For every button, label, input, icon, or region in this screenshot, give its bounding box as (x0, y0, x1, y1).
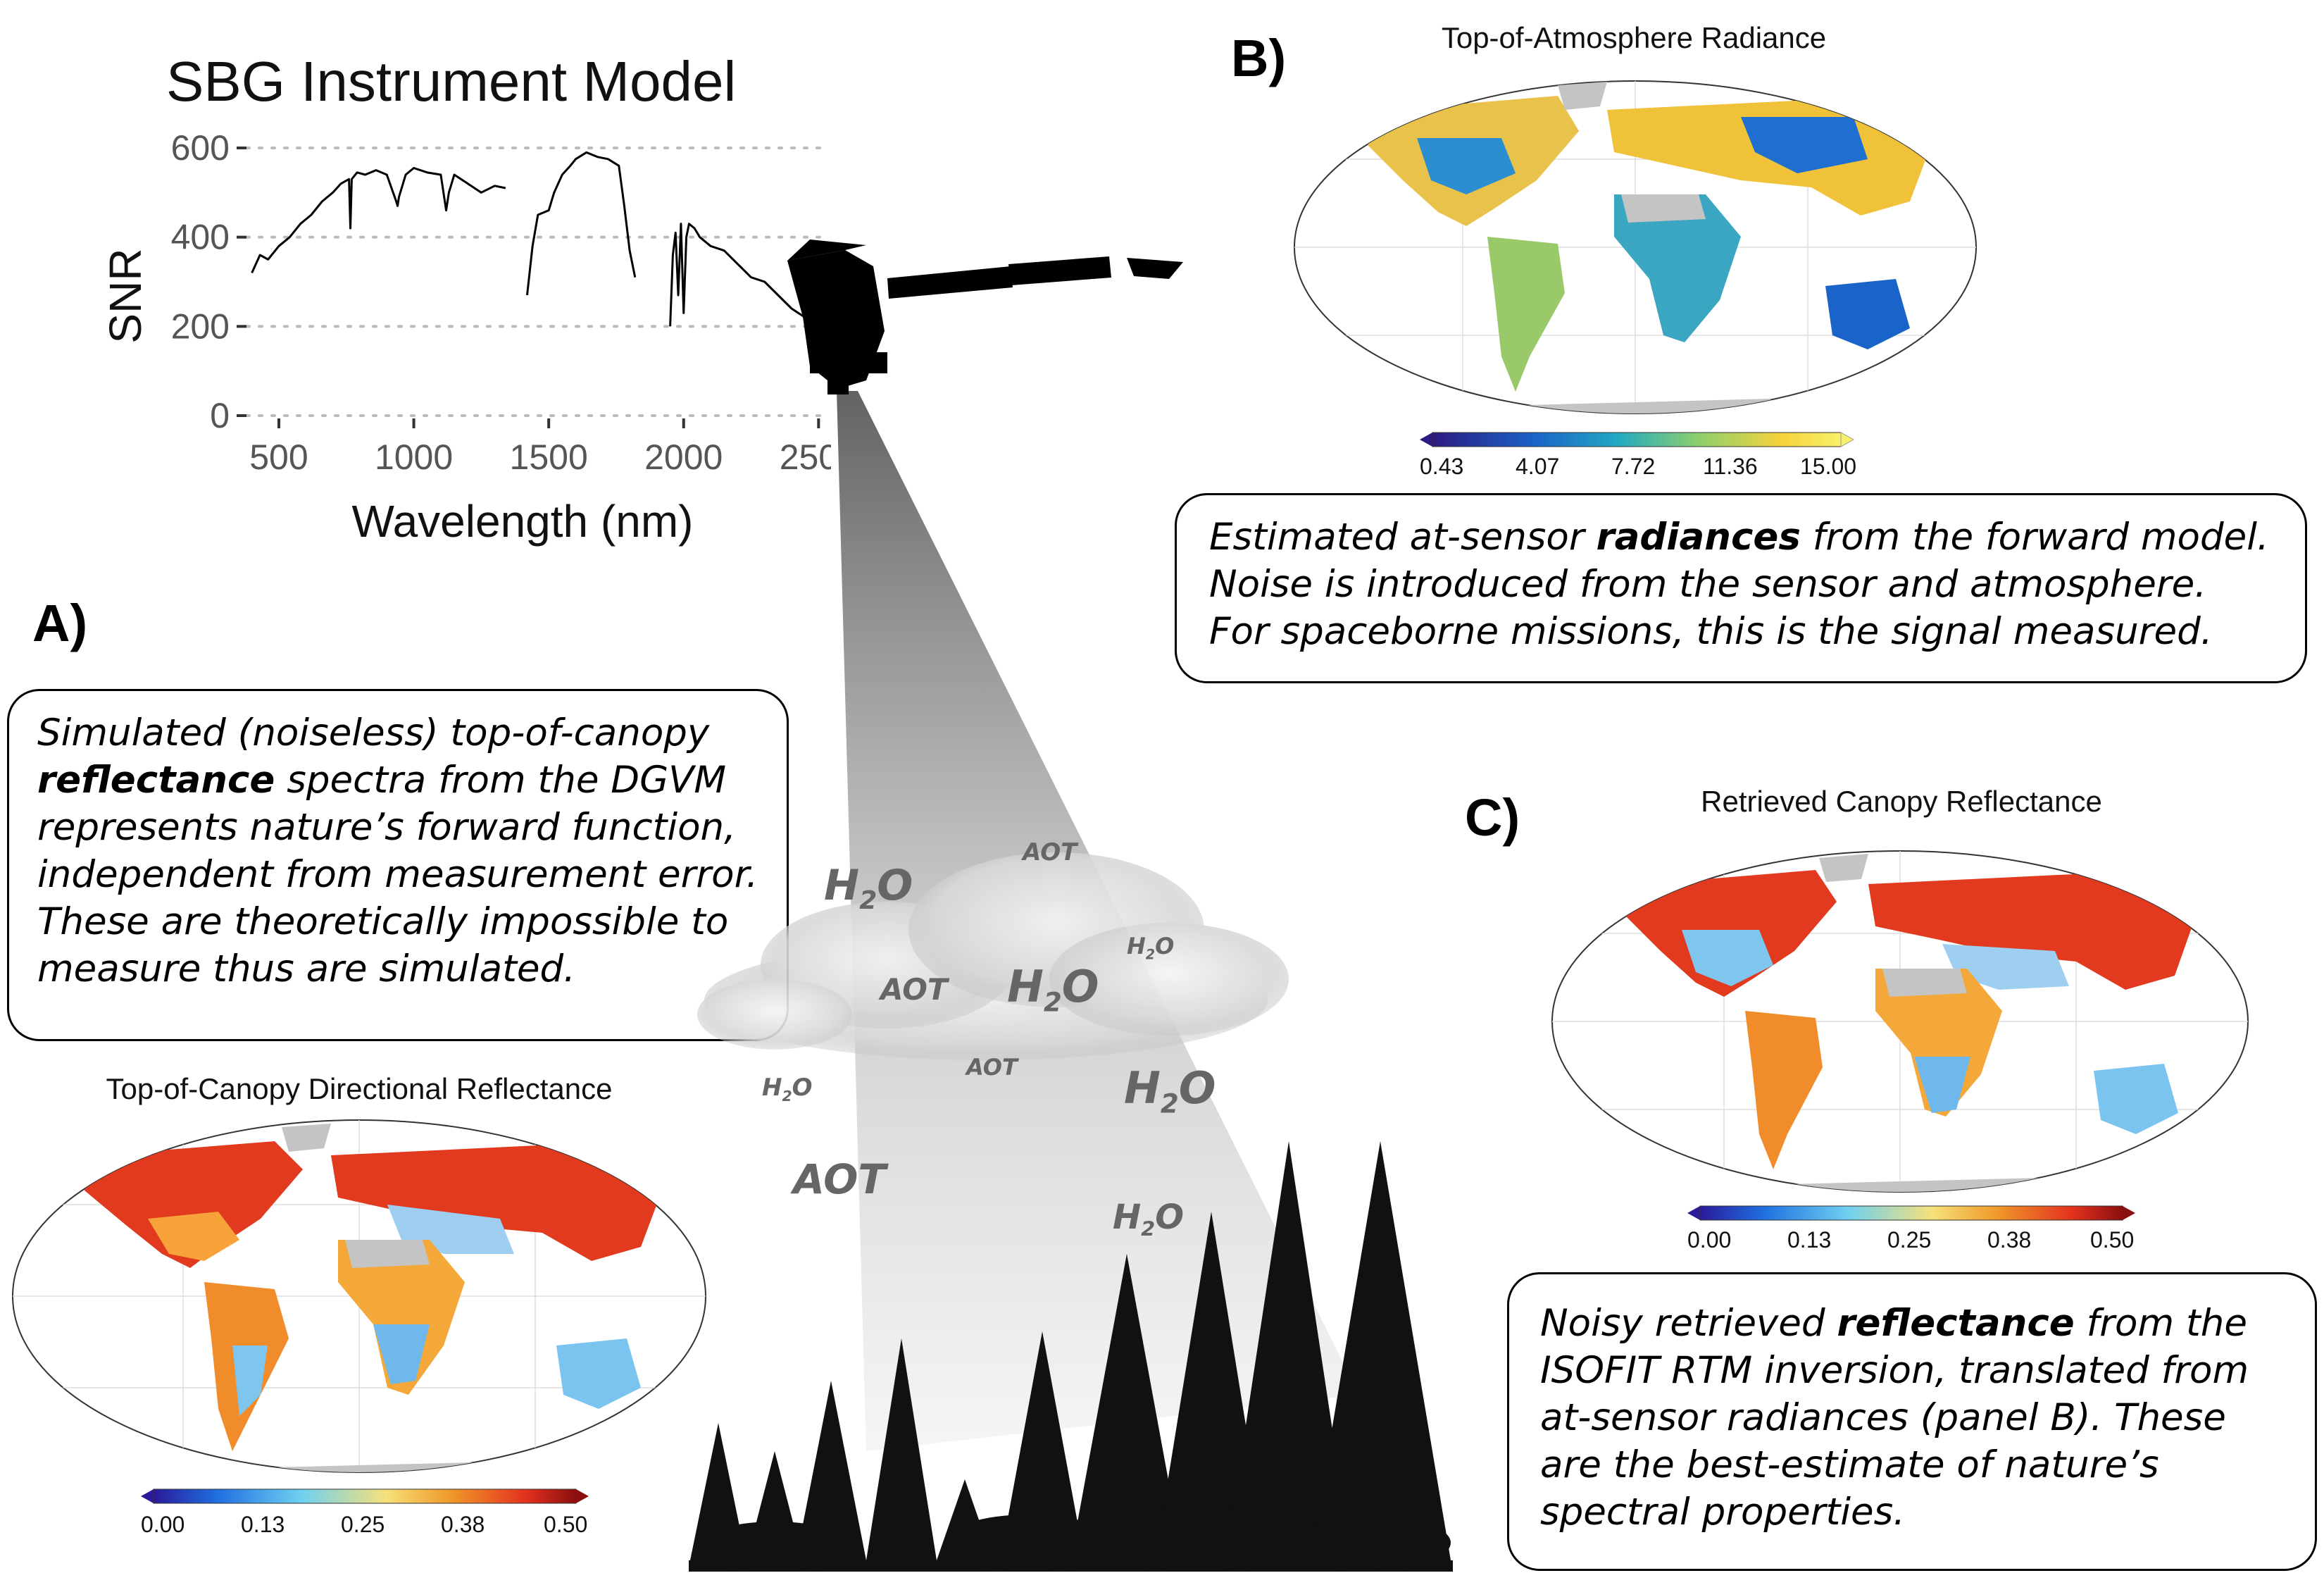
panel-b-map-title: Top-of-Atmosphere Radiance (1441, 21, 1827, 54)
north-america (85, 1141, 303, 1268)
continents (1368, 82, 1931, 414)
callout-text: from the ISOFIT RTM inversion, translate… (1540, 1302, 2249, 1534)
colorbar-tick: 15.00 (1800, 454, 1857, 479)
eurasia (1868, 870, 2196, 990)
colorbar-tick: 0.00 (141, 1512, 185, 1537)
africa (1875, 969, 2002, 1117)
panel-b-callout: Estimated at-sensor radiances from the f… (1175, 493, 2307, 683)
colorbar-tick: 0.13 (1787, 1227, 1832, 1253)
cloud (697, 852, 1289, 1060)
panel-c-colorbar (1687, 1205, 2135, 1221)
aot-label: AOT (1023, 838, 1077, 866)
south-america (1745, 1011, 1823, 1169)
callout-keyword: reflectance (37, 759, 275, 802)
x-axis-ticks: 500 1000 1500 2000 2500 (249, 418, 831, 477)
panel-c-map (1551, 850, 2249, 1193)
h2o-label: H2O (1127, 933, 1175, 963)
x-tick-label: 1000 (375, 437, 453, 477)
y-tick-label: 0 (210, 396, 230, 435)
greenland (1819, 854, 1868, 882)
antarctica (1724, 1178, 2083, 1192)
callout-text: Noisy retrieved (1540, 1302, 1837, 1345)
panel-a-callout: Simulated (noiseless) top-of-canopy refl… (7, 689, 789, 1041)
snr-series (251, 151, 820, 345)
y-tick-label: 600 (171, 128, 230, 168)
colorbar-tick: 0.50 (2090, 1227, 2135, 1253)
panel-c-callout: Noisy retrieved reflectance from the ISO… (1507, 1272, 2317, 1571)
callout-text: Simulated (noiseless) top-of-canopy (37, 711, 710, 754)
colorbar-tick: 4.07 (1516, 454, 1560, 479)
panel-c-map-title: Retrieved Canopy Reflectance (1701, 785, 2102, 818)
snr-line (526, 151, 637, 296)
eurasia (331, 1141, 662, 1261)
satellite-icon (787, 240, 1183, 394)
y-axis-label: SNR (100, 248, 151, 343)
panel-b-colorbar (1420, 432, 1855, 447)
colorbar-tick: 0.25 (341, 1512, 385, 1537)
australia (1825, 279, 1910, 349)
chart-gridlines (245, 147, 825, 417)
callout-keyword: reflectance (1837, 1302, 2075, 1345)
panel-a-map-title: Top-of-Canopy Directional Reflectance (106, 1072, 613, 1105)
colorbar-tick: 0.38 (1987, 1227, 2032, 1253)
x-tick-label: 1500 (510, 437, 588, 477)
colorbar-tick: 0.25 (1887, 1227, 1932, 1253)
continents (1625, 854, 2196, 1192)
h2o-label: H2O (824, 861, 913, 915)
colorbar-tick: 11.36 (1703, 454, 1758, 479)
aot-label: AOT (966, 1054, 1018, 1081)
h2o-label: H2O (1124, 1062, 1216, 1119)
snr-line (251, 167, 506, 273)
callout-keyword: radiances (1596, 516, 1801, 559)
snr-line (669, 223, 820, 345)
panel-b-letter: B) (1231, 29, 1287, 87)
h2o-label: H2O (762, 1074, 813, 1105)
callout-text: Estimated at-sensor (1209, 516, 1597, 559)
panel-c-colorbar-ticks: 0.00 0.13 0.25 0.38 0.50 (1687, 1227, 2152, 1255)
forest-silhouette (689, 1141, 1453, 1572)
aot-label: AOT (880, 972, 948, 1007)
africa (1614, 194, 1741, 342)
y-axis-ticks: 0 200 400 600 (171, 128, 246, 435)
australia (556, 1338, 641, 1409)
x-tick-label: 2000 (644, 437, 723, 477)
panel-b-colorbar-ticks: 0.43 4.07 7.72 11.36 15.00 (1420, 454, 1885, 482)
colorbar-tick: 0.50 (544, 1512, 588, 1537)
callout-text: spectra from the DGVM represents nature’… (37, 759, 758, 990)
callout-text: from the forward model. Noise is introdu… (1209, 516, 2269, 653)
antarctica (1466, 399, 1811, 414)
africa (338, 1240, 465, 1395)
h2o-label: H2O (1007, 961, 1099, 1018)
colorbar-tick: 0.38 (441, 1512, 485, 1537)
australia (2094, 1064, 2178, 1134)
colorbar-tick: 7.72 (1611, 454, 1656, 479)
panel-a-colorbar-ticks: 0.00 0.13 0.25 0.38 0.50 (141, 1512, 606, 1540)
x-tick-label: 500 (249, 437, 308, 477)
panel-a-letter: A) (32, 594, 88, 652)
snr-chart: 0 200 400 600 500 1000 1500 2000 2500 SNR Wavel… (100, 128, 831, 547)
y-tick-label: 200 (171, 306, 230, 346)
panel-b-map (1294, 80, 1977, 414)
x-axis-label: Wavelength (nm) (352, 496, 694, 547)
continents (85, 1124, 662, 1472)
colorbar-tick: 0.00 (1687, 1227, 1732, 1253)
panel-c-letter: C) (1465, 788, 1520, 847)
greenland (1558, 82, 1607, 110)
greenland (282, 1124, 331, 1152)
panel-a-map (12, 1119, 706, 1473)
panel-a-colorbar (141, 1488, 589, 1504)
h2o-label: H2O (1113, 1198, 1185, 1241)
y-tick-label: 400 (171, 218, 230, 257)
south-america (1487, 237, 1565, 392)
x-tick-label: 2500 (780, 437, 831, 477)
aot-label: AOT (793, 1155, 886, 1203)
colorbar-tick: 0.13 (241, 1512, 285, 1537)
chart-title: SBG Instrument Model (166, 50, 737, 113)
colorbar-tick: 0.43 (1420, 454, 1464, 479)
